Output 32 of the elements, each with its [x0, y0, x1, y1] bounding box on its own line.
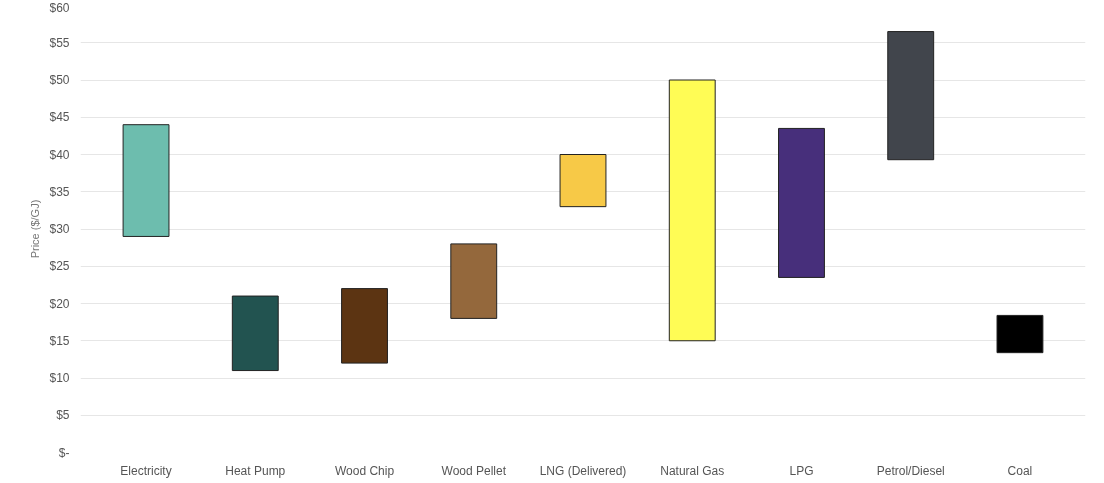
y-axis-title: Price ($/GJ)	[29, 199, 42, 259]
y-tick-label: $15	[49, 333, 70, 348]
x-tick-label: LPG	[789, 463, 814, 478]
bar	[778, 127, 825, 278]
y-tick-label: $30	[49, 222, 70, 236]
bar	[996, 314, 1044, 354]
bar	[559, 154, 607, 208]
y-tick-label: $20	[49, 296, 70, 311]
bar	[887, 31, 935, 161]
y-tick-label: $25	[49, 259, 70, 274]
bar	[122, 124, 170, 237]
y-tick-label: $-	[58, 445, 70, 460]
y-tick-label: $60	[49, 0, 70, 15]
x-tick-label: Wood Pellet	[441, 463, 507, 478]
x-tick-label: Heat Pump	[225, 463, 286, 478]
bar	[231, 295, 279, 372]
bar	[341, 288, 388, 364]
x-tick-label: Natural Gas	[660, 463, 725, 478]
x-tick-label: Electricity	[120, 463, 172, 478]
bar	[668, 79, 716, 342]
y-tick-label: $35	[49, 184, 70, 199]
y-tick-label: $55	[49, 35, 70, 50]
y-tick-label: $50	[49, 73, 70, 87]
y-tick-label: $45	[49, 110, 70, 125]
y-tick-label: $10	[49, 371, 70, 385]
y-tick-label: $5	[56, 408, 70, 423]
x-tick-label: Petrol/Diesel	[876, 463, 945, 478]
y-tick-label: $40	[49, 147, 70, 162]
x-tick-label: Wood Chip	[334, 463, 395, 478]
x-tick-label: LNG (Delivered)	[539, 463, 627, 478]
bar	[450, 243, 498, 319]
x-tick-label: Coal	[1007, 463, 1033, 478]
